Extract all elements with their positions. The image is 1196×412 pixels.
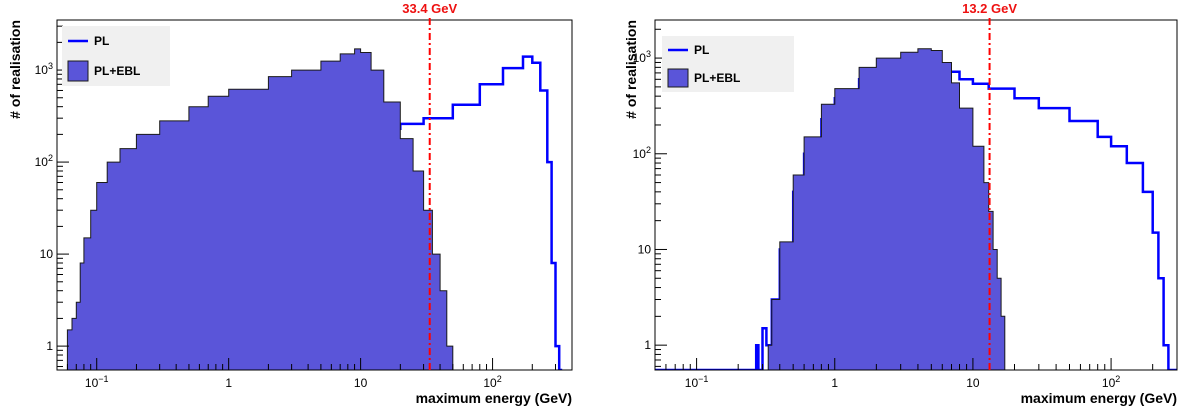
plot-frame [654,19,1178,371]
x-tick-label: 102 [483,374,501,390]
y-axis-label: # of realisation [623,20,639,119]
y-tick-label: 1 [46,339,53,353]
x-tick-label: 10−1 [85,374,109,390]
y-tick-label: 103 [35,61,53,77]
legend-pl-ebl-label: PL+EBL [94,64,140,78]
energy-cut-label: 33.4 GeV [402,1,457,16]
y-axis-label: # of realisation [7,20,23,119]
x-tick-label: 10−1 [685,374,709,390]
legend-pl-label: PL [94,34,109,48]
x-tick-label: 1 [831,376,838,390]
legend-pl-label: PL [694,43,709,57]
y-tick-label: 1 [644,338,651,352]
legend-pl-ebl-swatch [667,68,689,88]
series-pl-ebl-histogram [762,48,1008,370]
legend-pl-ebl-swatch [67,60,89,82]
legend: PL PL+EBL [62,26,170,86]
x-axis-label: maximum energy (GeV) [416,390,572,406]
series-pl-ebl-histogram [66,48,456,370]
y-tick-label: 10 [40,247,54,261]
chart-panel-1: 10−1 1 10 102 1 10 102 103 maximum energy (GeV) #… [7,1,573,406]
plot-frame [56,19,573,371]
energy-cut-label: 13.2 GeV [962,1,1017,16]
x-axis-label: maximum energy (GeV) [1021,390,1177,406]
x-tick-label: 1 [225,376,232,390]
x-tick-label: 102 [1102,374,1120,390]
y-tick-label: 103 [633,49,651,65]
x-tick-label: 10 [966,376,980,390]
y-tick-label: 10 [638,242,652,256]
x-tick-label: 10 [354,376,368,390]
legend-pl-ebl-label: PL+EBL [694,71,740,85]
chart-panel-2: 10−1 1 10 102 1 10 102 103 maximum energy (GeV) #… [623,1,1178,406]
legend: PL PL+EBL [662,36,794,92]
y-tick-label: 102 [633,145,651,161]
y-tick-label: 102 [35,153,53,169]
